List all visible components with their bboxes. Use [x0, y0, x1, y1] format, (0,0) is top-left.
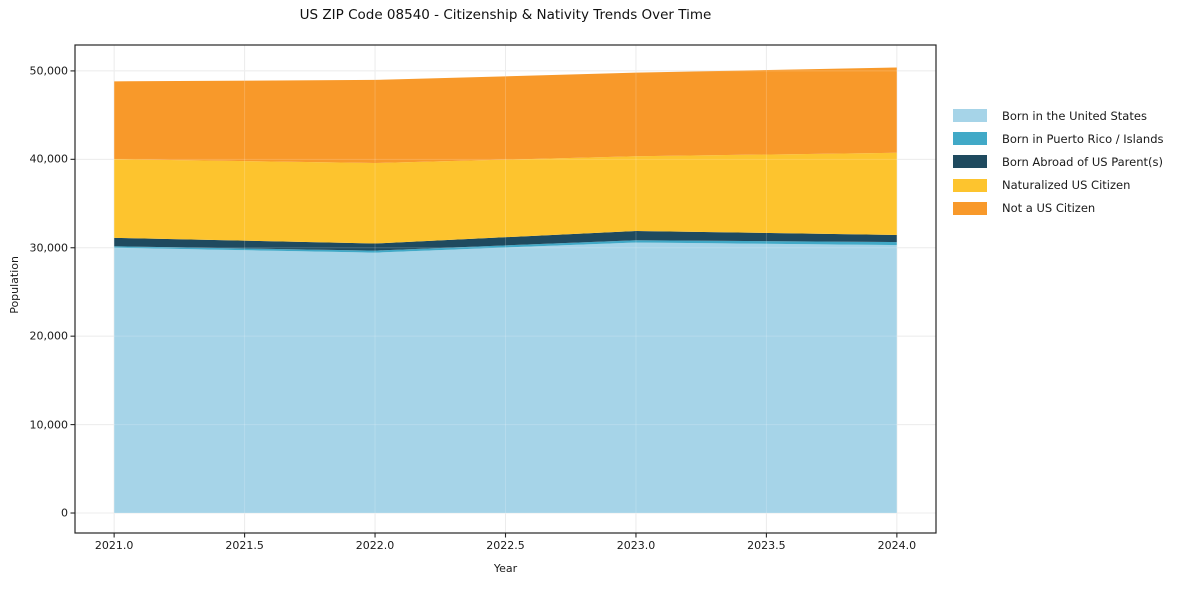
- x-tick-label: 2023.5: [747, 539, 786, 552]
- legend-item-naturalized-us-citizen: Naturalized US Citizen: [953, 174, 1164, 197]
- legend-swatch-icon: [953, 109, 987, 123]
- legend-label: Not a US Citizen: [1002, 201, 1096, 216]
- x-tick-label: 2024.0: [877, 539, 917, 552]
- area-naturalized-us-citizen: [114, 152, 897, 244]
- legend-label: Born Abroad of US Parent(s): [1002, 154, 1163, 169]
- area-born-abroad-of-us-parent-s: [114, 230, 897, 251]
- x-tick-label: 2022.5: [486, 539, 525, 552]
- legend-label: Born in Puerto Rico / Islands: [1002, 131, 1164, 146]
- y-tick-label: 20,000: [29, 329, 69, 343]
- legend-label: Naturalized US Citizen: [1002, 178, 1131, 193]
- area-born-in-the-united-states: [114, 242, 897, 514]
- x-tick-label: 2022.0: [355, 539, 395, 552]
- chart-title: US ZIP Code 08540 - Citizenship & Nativi…: [299, 7, 712, 23]
- legend-label: Born in the United States: [1002, 108, 1147, 123]
- legend-item-born-abroad-of-us-parent-s: Born Abroad of US Parent(s): [953, 150, 1164, 173]
- y-axis-label: Population: [8, 256, 21, 314]
- legend-item-born-in-puerto-rico-islands: Born in Puerto Rico / Islands: [953, 127, 1164, 150]
- y-tick-label: 10,000: [29, 418, 69, 432]
- legend-swatch-icon: [953, 132, 987, 146]
- legend-item-born-in-the-united-states: Born in the United States: [953, 104, 1164, 127]
- x-axis-label: Year: [493, 562, 518, 575]
- area-born-in-puerto-rico-islands: [114, 240, 897, 253]
- y-tick-label: 30,000: [29, 241, 69, 255]
- area-not-a-us-citizen: [114, 67, 897, 164]
- legend-swatch-icon: [953, 178, 987, 192]
- legend-item-not-a-us-citizen: Not a US Citizen: [953, 197, 1164, 220]
- x-tick-label: 2023.0: [616, 539, 656, 552]
- legend-swatch-icon: [953, 201, 987, 215]
- x-tick-label: 2021.0: [94, 539, 134, 552]
- legend: Born in the United States Born in Puerto …: [953, 104, 1164, 220]
- x-tick-label: 2021.5: [225, 539, 264, 552]
- y-tick-label: 50,000: [29, 64, 69, 78]
- legend-swatch-icon: [953, 155, 987, 169]
- y-tick-label: 0: [61, 506, 68, 520]
- y-tick-label: 40,000: [29, 152, 69, 166]
